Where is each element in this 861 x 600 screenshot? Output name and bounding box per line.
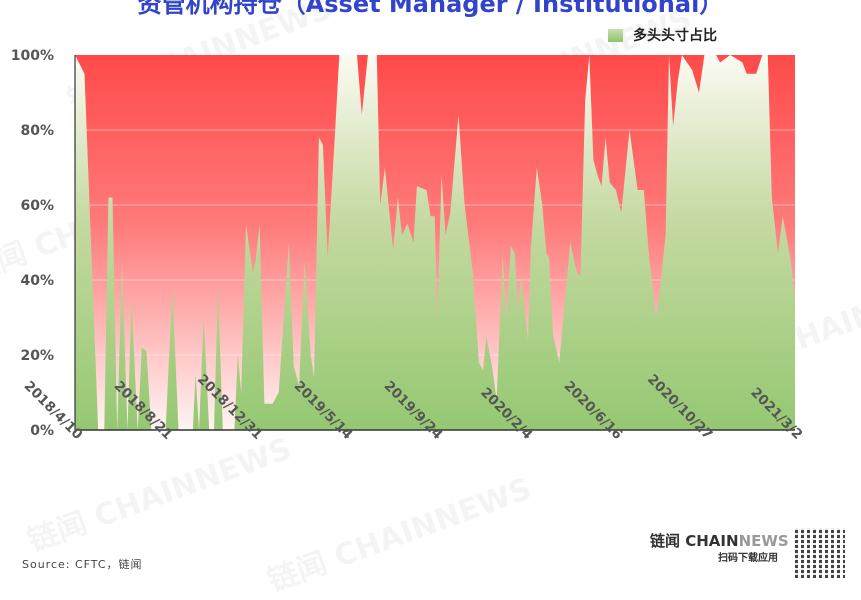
brand-logo: 链闻 CHAINNEWS [650,530,789,551]
brand-en: CHAIN [685,532,739,550]
y-tick-label: 80% [20,123,54,139]
legend-swatch-long [608,28,623,42]
long-area [75,55,795,430]
y-tick-label: 60% [20,198,54,214]
y-tick-label: 20% [20,348,54,364]
brand-en-news: NEWS [738,532,789,550]
brand-subtitle: 扫码下载应用 [718,553,778,564]
qr-code [795,528,845,578]
y-tick-label: 0% [30,423,54,439]
y-tick-label: 100% [11,48,54,64]
chart: 0%20%40%60%80%100% 2018/4/10 2018/8/21 201… [11,48,806,443]
chart-title: 资管机构持仓（Asset Manager / Institutional） [137,0,724,18]
legend: 多头头寸占比 [608,25,717,45]
source-note: Source: CFTC，链闻 [22,558,143,571]
legend-label: 多头头寸占比 [633,28,717,44]
brand-cn: 链闻 [650,532,681,550]
y-tick-label: 40% [20,273,54,289]
